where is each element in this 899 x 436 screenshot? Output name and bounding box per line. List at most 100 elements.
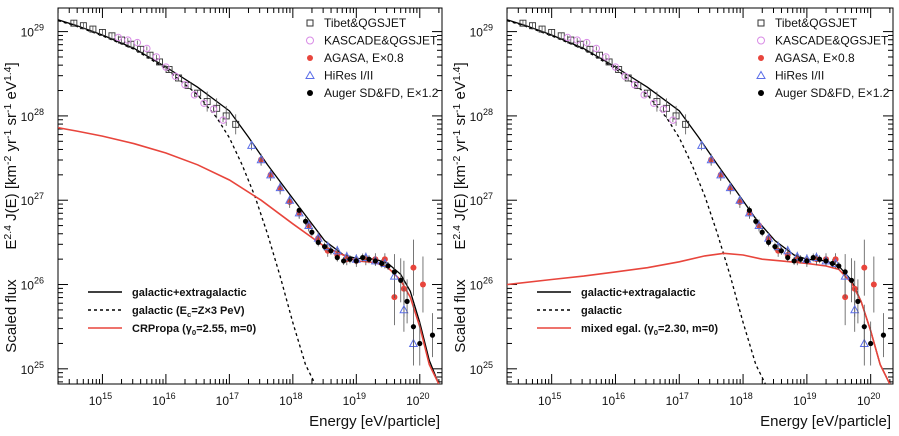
legend-data-label: HiRes I/II	[324, 69, 373, 83]
auger-point	[321, 243, 328, 250]
y-tick-label: 1028	[21, 107, 44, 124]
legend-line-label: galactic	[581, 305, 622, 317]
auger-point	[836, 263, 842, 269]
hires-point	[716, 169, 726, 179]
hires-point	[706, 154, 716, 164]
kascade-point	[592, 44, 601, 53]
legend-data-label: HiRes I/II	[775, 69, 824, 83]
auger-point	[791, 258, 797, 264]
y-tick-label: 1025	[21, 360, 44, 377]
auger-point	[379, 260, 385, 267]
auger-point	[398, 277, 404, 283]
kascade-point	[200, 99, 208, 107]
tibet-point	[529, 22, 536, 30]
auger-point	[391, 269, 397, 275]
x-tick-label: 1020	[406, 391, 429, 408]
auger-point	[417, 340, 423, 347]
auger-point	[309, 229, 315, 235]
y-axis-prefix: Scaled flux	[3, 279, 20, 353]
agasa-point	[861, 264, 868, 271]
legend-data-label: Auger SD&FD, E×1.2	[324, 86, 439, 100]
y-tick-label: 1029	[21, 23, 44, 40]
series-line-3	[507, 252, 891, 384]
x-axis-title: Energy [eV/particle]	[760, 413, 891, 430]
plot-frame	[506, 7, 894, 385]
hires-point	[840, 271, 850, 280]
legend-data-label: Tibet&QGSJET	[324, 16, 407, 30]
hires-point	[294, 207, 304, 217]
legend-marker-kascade	[306, 36, 314, 45]
auger-point	[797, 256, 804, 262]
kascade-point	[583, 38, 591, 47]
auger-point	[848, 277, 855, 283]
kascade-point	[563, 33, 572, 42]
kascade-point	[640, 91, 648, 99]
auger-point	[328, 248, 334, 254]
legend-data-label: KASCADE&QGSJET	[775, 34, 889, 48]
auger-point	[341, 258, 347, 264]
hires-point	[256, 154, 266, 164]
auger-point	[353, 258, 359, 264]
y-tick-label: 1026	[21, 276, 44, 293]
kascade-point	[573, 36, 581, 44]
legend-data-label: AGASA, E×0.8	[324, 51, 404, 65]
hires-point	[735, 195, 745, 204]
kascade-point	[124, 36, 132, 44]
legend-line-label: CRPropa (γ0=2.55, m=0)	[132, 323, 256, 337]
tibet-point	[79, 22, 87, 30]
legend-marker-hires	[305, 70, 315, 79]
tibet-point	[156, 58, 164, 66]
x-tick-label: 1015	[89, 391, 112, 408]
legend-marker-tibet	[306, 19, 314, 27]
chart-panel-1: 1015 1016 1017 1018 1019 1020 1025 1026 1027 1028…	[2, 7, 443, 430]
x-tick-label: 1019	[793, 391, 816, 408]
tibet-point	[596, 51, 603, 59]
auger-point	[372, 258, 378, 264]
auger-point	[302, 218, 309, 224]
x-tick-label: 1017	[216, 391, 239, 408]
kascade-point	[621, 72, 629, 80]
auger-point	[785, 254, 791, 261]
auger-point	[347, 256, 353, 262]
kascade-point	[669, 116, 677, 124]
legend-line-label: galactic (Ec=Z×3 PeV)	[132, 305, 245, 319]
x-tick-label: 1019	[343, 391, 366, 408]
agasa-point	[419, 281, 426, 288]
kascade-point	[650, 99, 658, 107]
auger-point	[429, 332, 436, 338]
kascade-point	[630, 81, 639, 89]
ticks	[506, 8, 893, 384]
auger-point	[404, 298, 410, 304]
auger-point	[366, 256, 372, 262]
legend-line-label: galactic+extragalactic	[581, 287, 696, 299]
tibet-point	[70, 19, 78, 27]
kascade-point	[659, 105, 668, 113]
chart-panel-2: 1015 1016 1017 1018 1019 1020 1025 1026 1027 1028…	[451, 7, 894, 430]
series-line-3	[58, 126, 440, 384]
x-tick-label: 1015	[538, 391, 561, 408]
kascade-point	[209, 105, 218, 113]
auger-point	[817, 256, 823, 262]
tibet-point	[557, 32, 565, 40]
auger-point	[842, 269, 848, 275]
ticks	[57, 8, 442, 384]
kascade-point	[602, 53, 610, 61]
tibet-point	[89, 25, 97, 33]
auger-point	[759, 229, 765, 235]
tibet-point	[682, 120, 690, 128]
y-axis-title: E2.4 J(E) [km-2 yr-1 sr-1 eV1.4]	[451, 62, 469, 249]
hires-point	[304, 220, 314, 230]
legend-marker-filled	[758, 90, 764, 96]
hires-point	[342, 251, 352, 261]
series-line-2	[58, 19, 316, 384]
auger-point	[778, 248, 784, 254]
plot-frame	[57, 7, 443, 385]
hires-point	[275, 182, 285, 192]
hires-point	[744, 207, 755, 217]
legend-marker-hires	[756, 70, 766, 79]
auger-point	[360, 254, 366, 261]
legend-data-label: Auger SD&FD, E×1.2	[775, 86, 890, 100]
auger-point	[385, 263, 391, 269]
x-tick-label: 1016	[152, 391, 175, 408]
